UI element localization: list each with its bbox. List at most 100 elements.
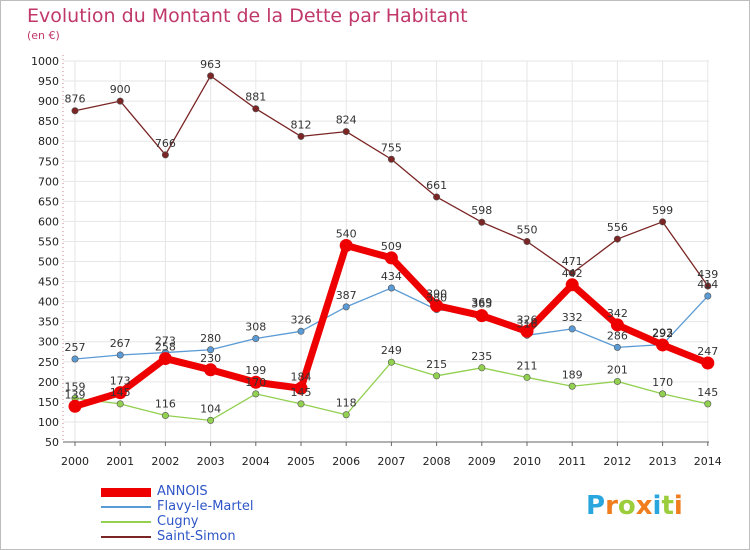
data-point xyxy=(433,193,441,201)
data-point xyxy=(704,400,712,408)
data-label: 267 xyxy=(110,337,131,350)
y-tick-label: 300 xyxy=(38,336,59,349)
logo-letter: i xyxy=(652,491,662,521)
data-label: 550 xyxy=(517,223,538,236)
data-point xyxy=(207,416,215,424)
data-label: 247 xyxy=(697,345,718,358)
x-tick-label: 2007 xyxy=(377,455,405,468)
data-label: 556 xyxy=(607,221,628,234)
data-point xyxy=(568,269,576,277)
data-point xyxy=(294,381,308,395)
data-point xyxy=(565,278,579,292)
data-label: 273 xyxy=(155,335,176,348)
y-tick-label: 850 xyxy=(38,115,59,128)
data-label: 184 xyxy=(291,370,312,383)
data-label: 369 xyxy=(471,296,492,309)
logo-letter: x xyxy=(635,491,653,521)
legend-swatch xyxy=(101,506,151,508)
data-label: 201 xyxy=(607,363,628,376)
data-point xyxy=(252,105,260,113)
data-label: 439 xyxy=(697,268,718,281)
y-tick-label: 950 xyxy=(38,75,59,88)
x-tick-label: 2001 xyxy=(106,455,134,468)
data-point xyxy=(116,400,124,408)
data-point xyxy=(568,382,576,390)
chart-subtitle: (en €) xyxy=(27,29,60,42)
data-label: 387 xyxy=(336,289,357,302)
y-tick-label: 450 xyxy=(38,276,59,289)
data-label: 365 xyxy=(471,298,492,311)
data-point xyxy=(116,351,124,359)
x-tick-label: 2005 xyxy=(287,455,315,468)
data-label: 159 xyxy=(65,380,86,393)
y-tick-label: 700 xyxy=(38,175,59,188)
x-tick-label: 2013 xyxy=(649,455,677,468)
data-point xyxy=(252,390,260,398)
data-label: 598 xyxy=(471,204,492,217)
data-label: 145 xyxy=(110,386,131,399)
logo-letter: i xyxy=(673,491,683,521)
data-point xyxy=(568,325,576,333)
data-label: 308 xyxy=(245,321,266,334)
data-label: 442 xyxy=(562,267,583,280)
legend-swatch xyxy=(101,488,151,497)
data-label: 326 xyxy=(291,313,312,326)
y-tick-label: 800 xyxy=(38,135,59,148)
data-point xyxy=(161,151,169,159)
legend-label: Saint-Simon xyxy=(157,529,236,544)
data-point xyxy=(613,377,621,385)
data-label: 249 xyxy=(381,344,402,357)
x-tick-label: 2008 xyxy=(423,455,451,468)
y-tick-label: 650 xyxy=(38,195,59,208)
data-point xyxy=(249,375,263,389)
data-point xyxy=(659,218,667,226)
y-tick-label: 150 xyxy=(38,396,59,409)
data-point xyxy=(207,346,215,354)
data-label: 390 xyxy=(426,288,447,301)
data-label: 170 xyxy=(652,376,673,389)
x-tick-label: 2003 xyxy=(197,455,225,468)
chart-title: Evolution du Montant de la Dette par Hab… xyxy=(27,5,468,27)
data-label: 293 xyxy=(652,327,673,340)
data-point xyxy=(701,356,715,370)
x-tick-label: 2002 xyxy=(151,455,179,468)
data-point xyxy=(297,132,305,140)
data-point xyxy=(71,107,79,115)
x-tick-label: 2014 xyxy=(694,455,722,468)
y-tick-label: 750 xyxy=(38,155,59,168)
proxiti-logo: Proxiti xyxy=(586,491,683,521)
data-label: 258 xyxy=(155,341,176,354)
y-tick-label: 900 xyxy=(38,95,59,108)
data-point xyxy=(475,309,489,323)
data-point xyxy=(342,303,350,311)
data-label: 414 xyxy=(697,278,718,291)
data-label: 116 xyxy=(155,398,176,411)
data-label: 230 xyxy=(200,352,221,365)
data-point xyxy=(613,235,621,243)
data-label: 540 xyxy=(336,227,357,240)
logo-letter: P xyxy=(586,491,606,521)
data-label: 766 xyxy=(155,137,176,150)
data-label: 900 xyxy=(110,83,131,96)
legend-label: Cugny xyxy=(157,514,199,529)
x-tick-label: 2010 xyxy=(513,455,541,468)
data-label: 434 xyxy=(381,270,402,283)
data-label: 189 xyxy=(562,368,583,381)
data-point xyxy=(387,284,395,292)
data-label: 199 xyxy=(245,364,266,377)
data-label: 599 xyxy=(652,204,673,217)
data-point xyxy=(113,386,127,400)
data-point xyxy=(430,299,444,313)
data-label: 145 xyxy=(697,386,718,399)
data-label: 286 xyxy=(607,329,628,342)
data-label: 316 xyxy=(517,317,538,330)
logo-letter: o xyxy=(617,491,636,521)
data-point xyxy=(116,97,124,105)
data-label: 118 xyxy=(336,397,357,410)
data-point xyxy=(384,251,398,265)
data-label: 173 xyxy=(110,375,131,388)
y-tick-label: 100 xyxy=(38,416,59,429)
x-tick-label: 2004 xyxy=(242,455,270,468)
